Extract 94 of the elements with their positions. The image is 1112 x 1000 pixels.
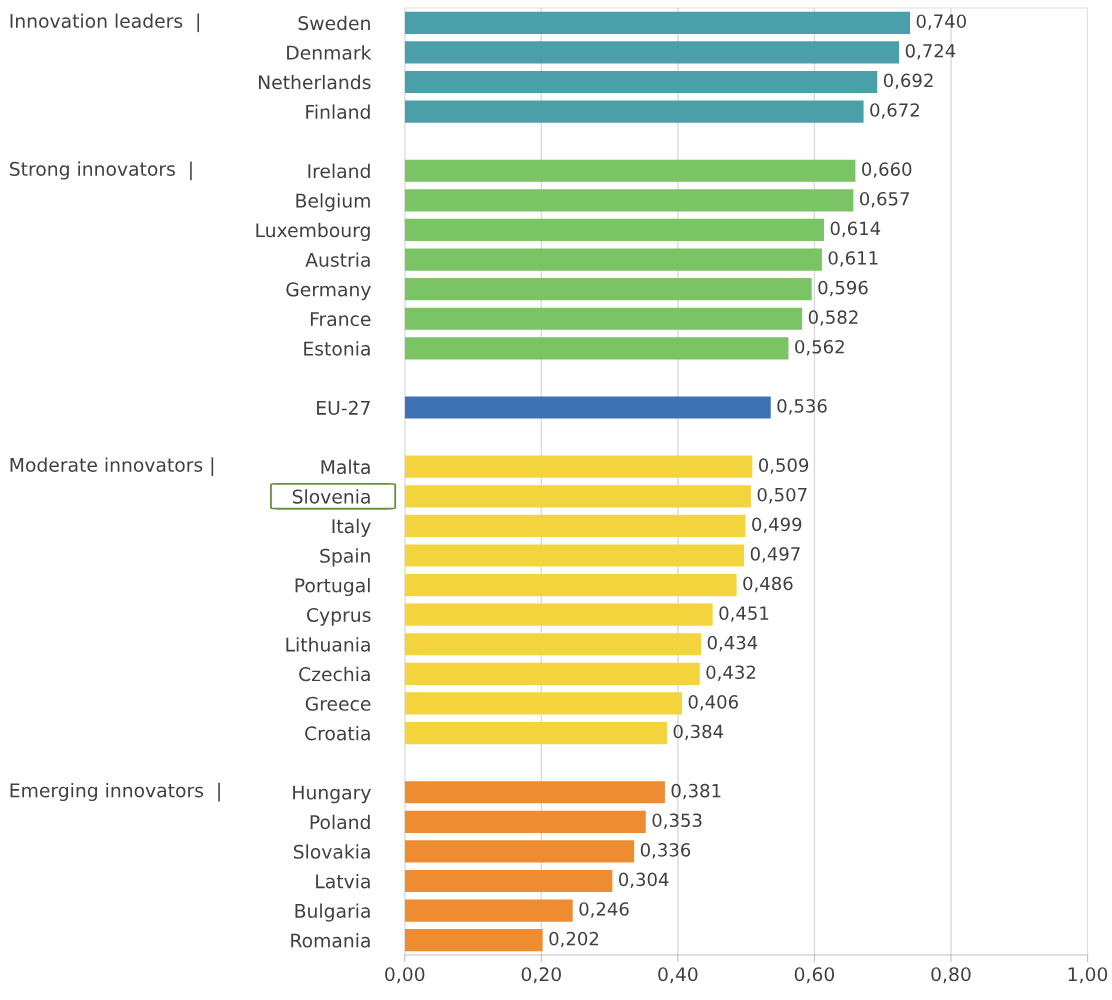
bar (404, 396, 771, 419)
bar (404, 41, 900, 64)
data-label: 0,202 (549, 931, 599, 948)
bar (404, 603, 713, 626)
data-label: 0,672 (870, 103, 919, 119)
text: Innovation leaders | (10, 13, 199, 33)
bar (404, 100, 864, 123)
data-label: 0,432 (706, 665, 756, 681)
data-label: 0,536 (777, 399, 827, 415)
text: Moderate innovators | (10, 457, 214, 477)
data-label: 0,562 (795, 339, 844, 356)
bar (404, 929, 543, 952)
bar (404, 781, 665, 804)
bar (404, 307, 803, 330)
bar (404, 692, 682, 715)
x-tick-label: 0,00 (385, 967, 425, 984)
data-label: 0,660 (862, 162, 912, 178)
data-label: 0,657 (860, 191, 909, 208)
data-label: 0,582 (808, 310, 858, 326)
data-label: 0,381 (671, 783, 721, 800)
y-tick-label: Spain (320, 548, 370, 567)
y-tick-label: Greece (305, 696, 371, 711)
bar (404, 278, 812, 301)
data-label: 0,596 (818, 280, 868, 297)
y-tick-label: Estonia (304, 341, 370, 356)
y-tick-label: Slovakia (293, 844, 370, 859)
bar (404, 840, 635, 863)
data-label: 0,304 (618, 872, 669, 889)
y-tick-label: Lithuania (286, 637, 370, 652)
bar (404, 573, 737, 597)
y-tick-label: Slovenia (292, 489, 370, 504)
x-tick-label: 0,80 (931, 967, 971, 984)
bar (404, 189, 854, 212)
y-tick-label: France (310, 312, 371, 327)
y-tick-label: Czechia (299, 666, 370, 682)
bar (404, 11, 911, 34)
y-tick-label: Finland (306, 104, 370, 119)
y-tick-label: Croatia (305, 725, 370, 741)
bar (404, 70, 878, 94)
y-tick-label: Denmark (287, 45, 372, 60)
data-label: 0,507 (757, 487, 807, 504)
y-tick-label: Sweden (298, 15, 370, 31)
bar (404, 337, 789, 360)
y-tick-label: EU-27 (317, 400, 370, 415)
y-tick-label: Latvia (316, 873, 370, 889)
data-label: 0,614 (830, 221, 881, 238)
data-label: 0,353 (652, 813, 702, 829)
x-tick-label: 0,40 (658, 967, 698, 984)
data-label: 0,724 (905, 43, 956, 60)
y-tick-label: Ireland (308, 163, 370, 179)
y-tick-label: Romania (291, 933, 370, 948)
bar (404, 514, 746, 537)
y-tick-label: Bulgaria (295, 903, 370, 922)
bar (404, 899, 573, 922)
data-label: 0,486 (743, 576, 793, 593)
data-label: 0,499 (752, 517, 802, 533)
data-label: 0,740 (916, 14, 966, 30)
bar (404, 869, 613, 893)
y-tick-label: Germany (286, 282, 371, 301)
bar (404, 633, 702, 656)
data-label: 0,451 (719, 606, 769, 622)
x-tick-label: 1,00 (1068, 967, 1108, 984)
bar (404, 810, 646, 833)
y-tick-label: Austria (305, 252, 370, 267)
y-tick-label: Italy (332, 518, 371, 537)
bar (404, 662, 700, 685)
bar (404, 721, 667, 745)
data-label: 0,246 (579, 902, 629, 918)
text: Strong innovators | (10, 161, 192, 181)
y-tick-label: Poland (310, 814, 370, 830)
bar (404, 159, 856, 182)
data-label: 0,611 (828, 251, 878, 267)
y-tick-label: Belgium (296, 193, 370, 212)
data-label: 0,336 (640, 843, 691, 859)
data-label: 0,406 (688, 695, 738, 711)
x-tick-label: 0,20 (521, 967, 561, 984)
data-label: 0,509 (758, 458, 809, 474)
y-tick-label: Hungary (293, 785, 371, 804)
data-label: 0,384 (673, 724, 724, 741)
bar (404, 485, 751, 508)
text: Emerging innovators | (10, 782, 220, 802)
bar (404, 248, 822, 271)
x-tick-label: 0,60 (794, 967, 835, 984)
data-label: 0,692 (883, 73, 933, 90)
bar (404, 218, 824, 242)
bar (404, 544, 745, 567)
y-tick-label: Cyprus (307, 607, 371, 626)
data-label: 0,434 (707, 635, 758, 652)
y-tick-label: Portugal (295, 577, 370, 597)
data-label: 0,497 (750, 547, 800, 563)
bar (404, 455, 753, 478)
y-tick-label: Netherlands (258, 74, 371, 90)
y-tick-label: Luxembourg (256, 222, 370, 241)
y-tick-label: Malta (321, 459, 370, 475)
